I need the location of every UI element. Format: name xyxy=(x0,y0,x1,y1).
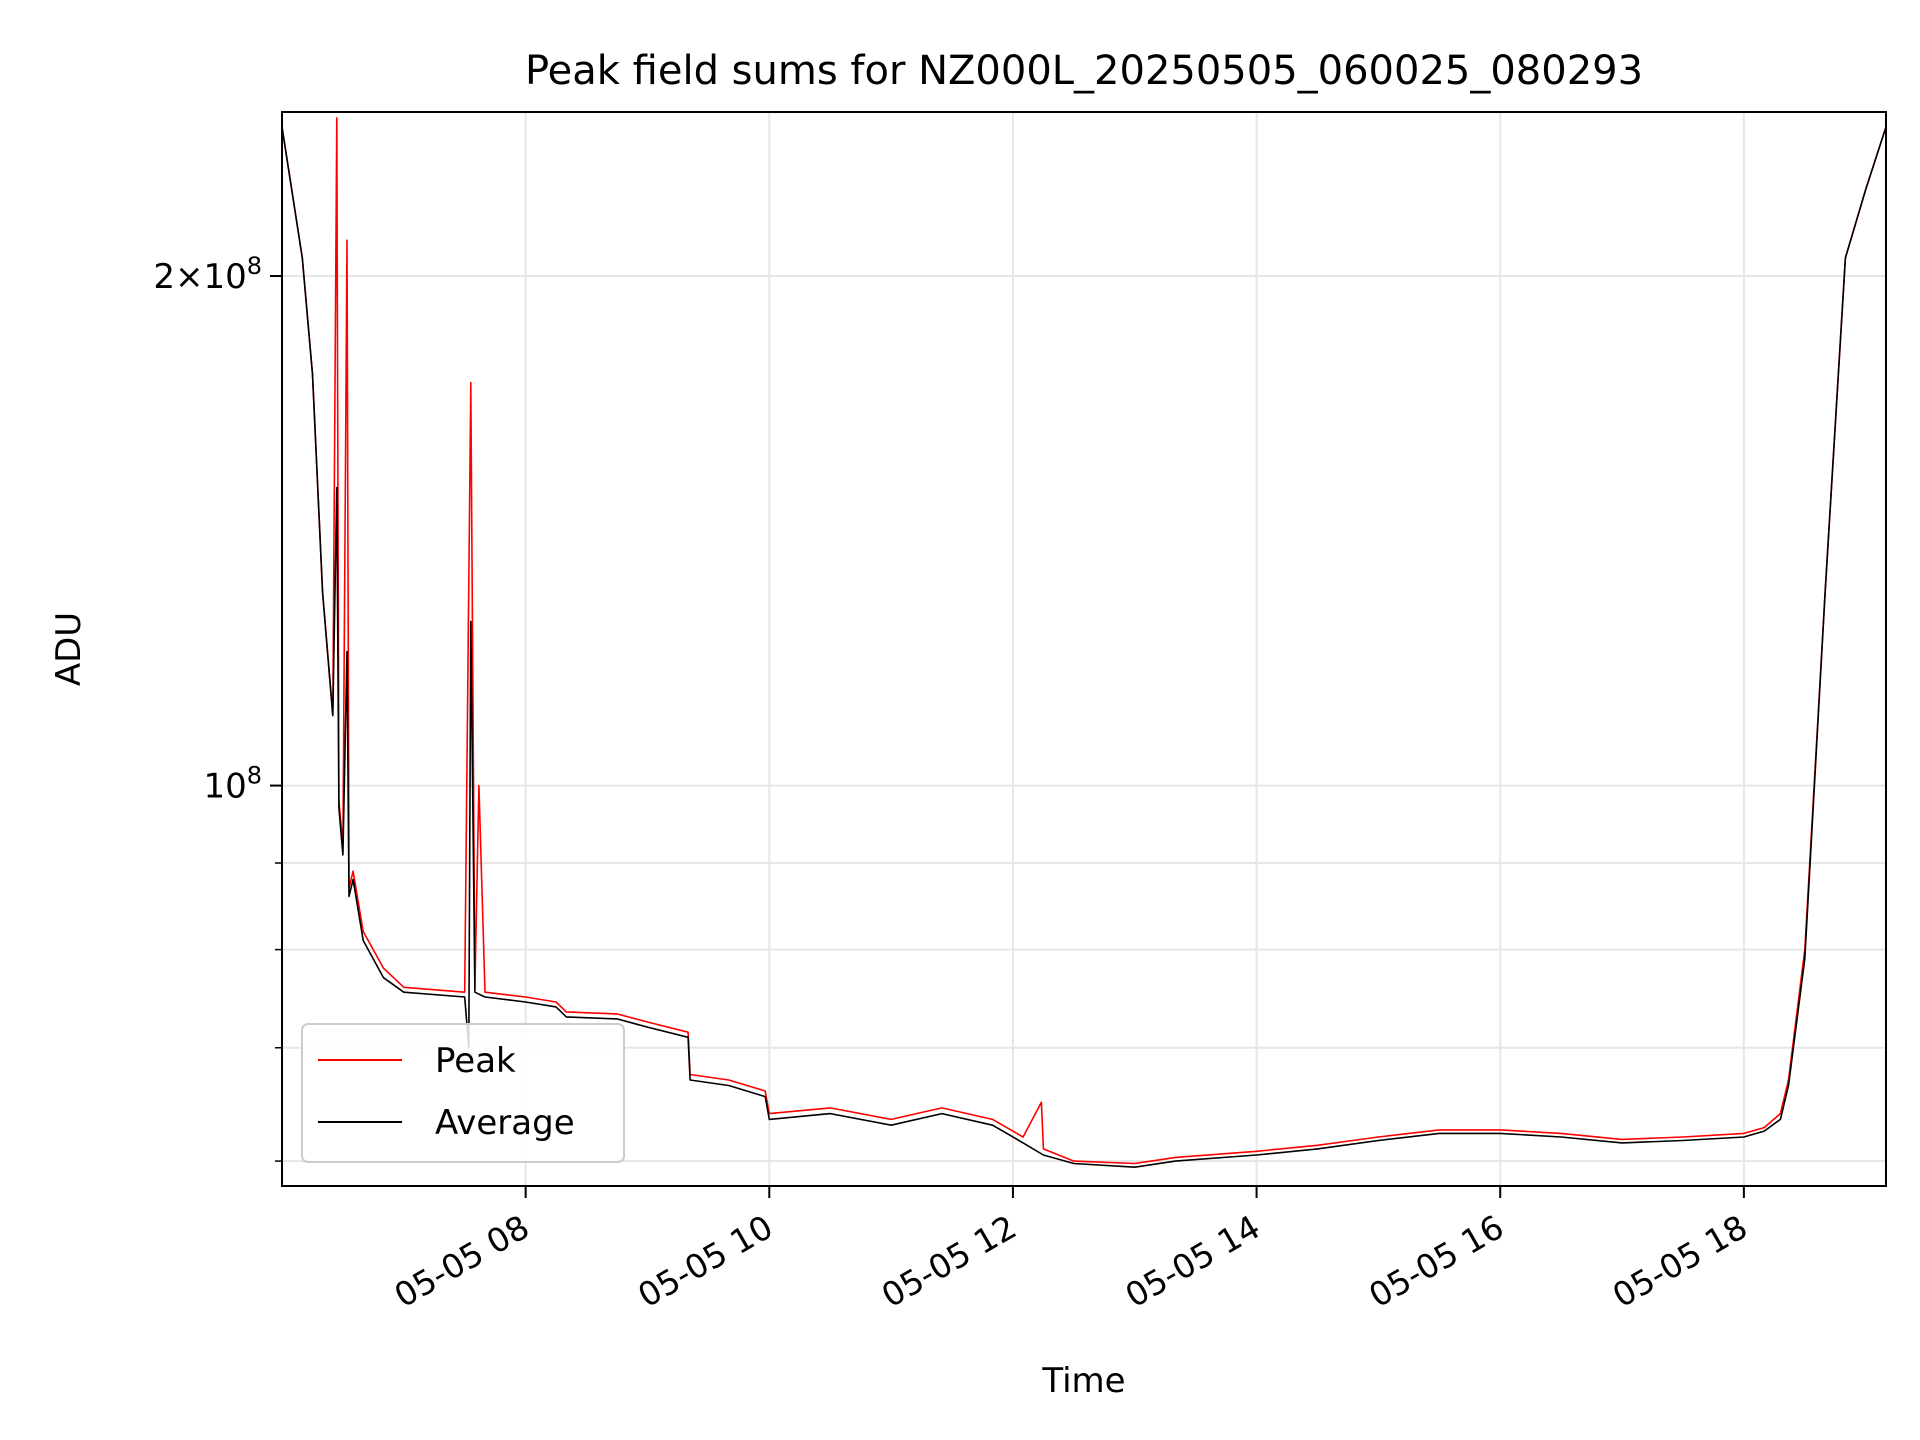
y-tick-label: 108 xyxy=(203,762,262,807)
legend: Peak Average xyxy=(301,1023,625,1163)
legend-label-peak: Peak xyxy=(435,1041,516,1081)
series-layer xyxy=(281,117,1887,1168)
x-axis-label: Time xyxy=(1041,1361,1125,1401)
legend-box xyxy=(301,1023,625,1163)
plot-area-frame xyxy=(281,111,1887,1187)
y-axis-label: ADU xyxy=(49,612,89,686)
legend-label-average: Average xyxy=(435,1103,575,1143)
series-line-average xyxy=(281,126,1887,1168)
y-tick-label: 2×108 xyxy=(153,252,262,297)
chart-title: Peak field sums for NZ000L_20250505_0600… xyxy=(525,48,1643,94)
